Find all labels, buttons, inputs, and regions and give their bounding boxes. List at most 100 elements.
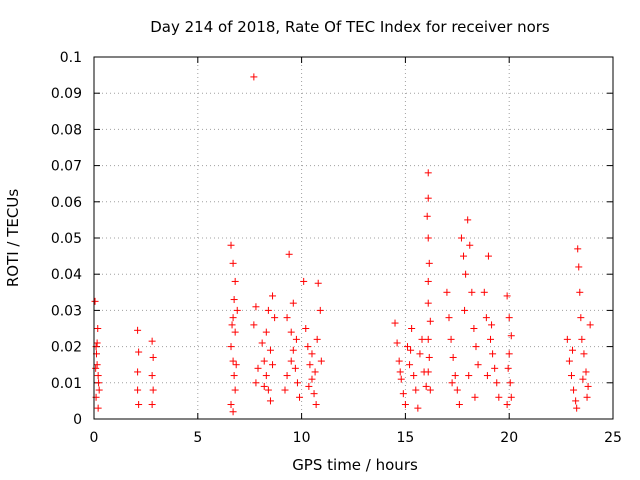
data-point [232,361,240,369]
data-point [491,364,499,372]
data-point [313,335,321,343]
data-point [572,397,580,405]
y-tick-label: 0.05 [51,231,82,247]
data-point [484,252,492,260]
data-point [504,364,512,372]
data-point [403,343,411,351]
data-point [424,299,432,307]
data-point [229,259,237,267]
x-axis-label: GPS time / hours [292,456,418,474]
data-point [424,169,432,177]
data-point [230,372,238,380]
data-point [426,386,434,394]
data-point [285,250,293,258]
data-point [312,401,320,409]
y-tick-label: 0.04 [51,267,82,283]
data-point [231,328,239,336]
data-point [424,368,432,376]
data-point [304,343,312,351]
data-point [579,375,587,383]
data-point [283,314,291,322]
data-point [474,361,482,369]
data-point [495,393,503,401]
x-axis-ticks: 0 5 10 15 20 25 [90,57,622,446]
data-point [397,375,405,383]
data-point [424,335,432,343]
data-point [254,364,262,372]
data-point [422,382,430,390]
data-point [423,212,431,220]
data-point [231,386,239,394]
x-tick-label: 0 [90,430,99,446]
data-point [570,386,578,394]
data-point [305,382,313,390]
data-point [466,241,474,249]
data-point [578,335,586,343]
data-point [287,328,295,336]
data-point [451,372,459,380]
chart-title: Day 214 of 2018, Rate Of TEC Index for r… [150,18,550,36]
data-point [233,306,241,314]
data-point [586,321,594,329]
data-point [308,375,316,383]
data-point [399,390,407,398]
data-point [264,306,272,314]
data-point [250,73,258,81]
data-point [472,343,480,351]
x-tick-label: 25 [604,430,622,446]
data-point [407,346,415,354]
data-point [584,382,592,390]
data-point [148,372,156,380]
data-point [95,379,103,387]
data-point [281,386,289,394]
data-point [283,372,291,380]
data-points [91,73,594,416]
data-point [311,368,319,376]
x-tick-label: 5 [193,430,202,446]
data-point [266,397,274,405]
data-point [425,353,433,361]
y-tick-label: 0.09 [51,86,82,102]
data-point [412,386,420,394]
data-point [506,379,514,387]
y-axis-ticks: 0 0.01 0.02 0.03 0.04 0.05 0.06 0.07 0.08 0.09 0.1 [51,50,613,428]
y-tick-label: 0.07 [51,159,82,175]
data-point [227,343,235,351]
data-point [424,277,432,285]
data-point [396,368,404,376]
y-tick-label: 0.1 [60,50,82,66]
data-point [300,277,308,285]
data-point [488,321,496,329]
data-point [94,404,102,412]
data-point [149,353,157,361]
data-point [228,321,236,329]
data-point [149,386,157,394]
data-point [314,279,322,287]
data-point [262,372,270,380]
data-point [503,401,511,409]
data-point [230,296,238,304]
data-point [231,277,239,285]
data-point [449,353,457,361]
data-point [393,339,401,347]
data-point [464,216,472,224]
y-axis-label: ROTI / TECUs [4,189,22,287]
data-point [317,357,325,365]
data-point [395,357,403,365]
data-point [569,346,577,354]
data-point [308,350,316,358]
x-tick-label: 20 [500,430,518,446]
data-point [269,292,277,300]
data-point [134,326,142,334]
data-point [227,401,235,409]
data-point [573,404,581,412]
data-point [574,245,582,253]
x-tick-label: 10 [293,430,311,446]
data-point [266,346,274,354]
data-point [289,346,297,354]
data-point [250,321,258,329]
data-point [227,241,235,249]
data-point [462,270,470,278]
data-point [482,314,490,322]
data-point [95,386,103,394]
